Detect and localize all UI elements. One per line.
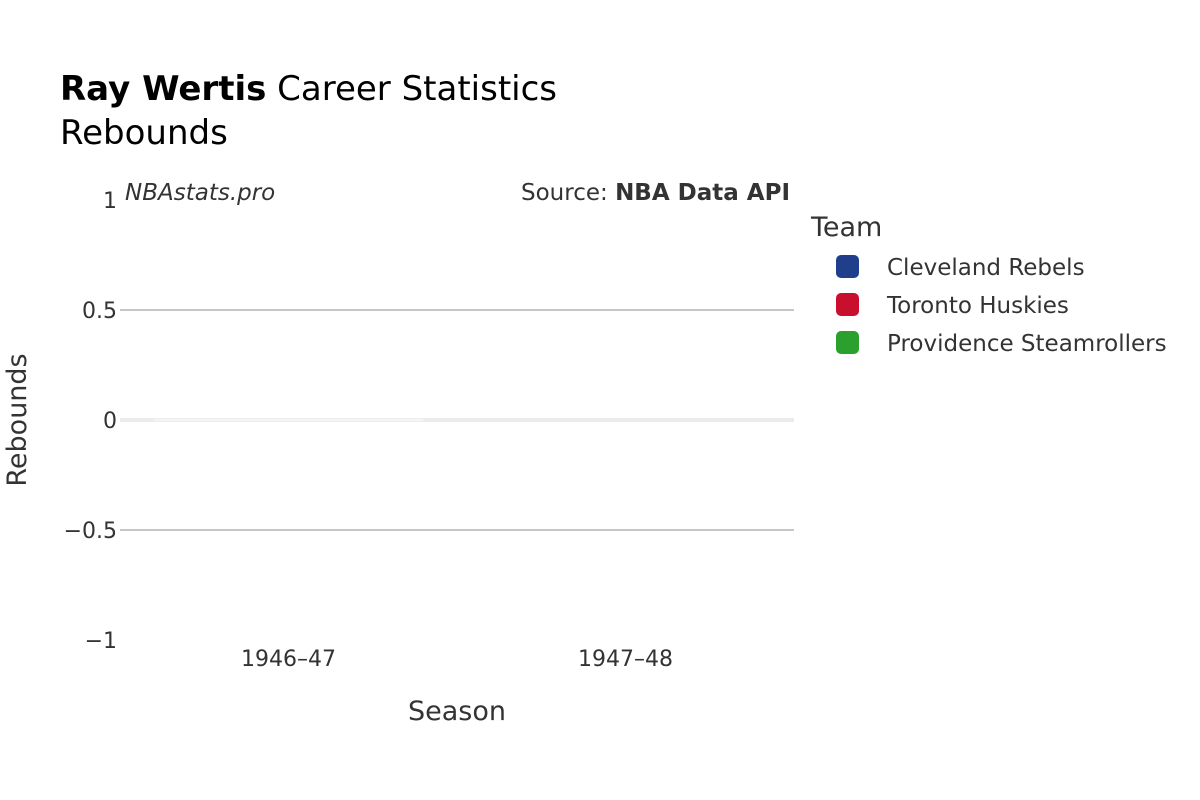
y-tick-label: 0.5 (82, 299, 117, 324)
legend-item[interactable]: Cleveland Rebels (836, 255, 1085, 281)
legend-item[interactable]: Providence Steamrollers (836, 331, 1167, 357)
x-axis-title: Season (408, 696, 506, 727)
y-tick-label: 1 (103, 189, 117, 214)
watermark-annotation: NBAstats.pro (125, 180, 275, 206)
y-axis-title: Rebounds (2, 353, 33, 486)
legend-swatch (836, 331, 859, 354)
legend-label: Providence Steamrollers (887, 331, 1167, 357)
chart-title: Ray Wertis Career Statistics (60, 69, 557, 109)
legend[interactable]: Cleveland Rebels Toronto Huskies Providenc… (836, 255, 1167, 357)
x-tick-label: 1947–48 (578, 647, 673, 672)
legend-swatch (836, 293, 859, 316)
chart-title-rest: Career Statistics (266, 69, 557, 109)
legend-label: Toronto Huskies (886, 293, 1069, 319)
y-tick-label: −1 (85, 629, 117, 654)
legend-item[interactable]: Toronto Huskies (836, 293, 1069, 319)
chart-subtitle: Rebounds (60, 113, 228, 153)
bar-cleveland-rebels[interactable] (153, 418, 424, 422)
source-annotation: Source: NBA Data API (521, 180, 790, 206)
bars (153, 418, 424, 422)
source-name: NBA Data API (615, 180, 790, 206)
legend-swatch (836, 255, 859, 278)
x-tick-labels: 1946–47 1947–48 (241, 647, 673, 672)
source-prefix: Source: (521, 180, 615, 206)
chart-title-bold: Ray Wertis (60, 69, 266, 109)
legend-label: Cleveland Rebels (887, 255, 1085, 281)
y-tick-labels: 1 0.5 0 −0.5 −1 (64, 189, 117, 654)
legend-title: Team (810, 212, 882, 243)
x-tick-label: 1946–47 (241, 647, 336, 672)
y-tick-label: 0 (103, 409, 117, 434)
y-tick-label: −0.5 (64, 519, 117, 544)
